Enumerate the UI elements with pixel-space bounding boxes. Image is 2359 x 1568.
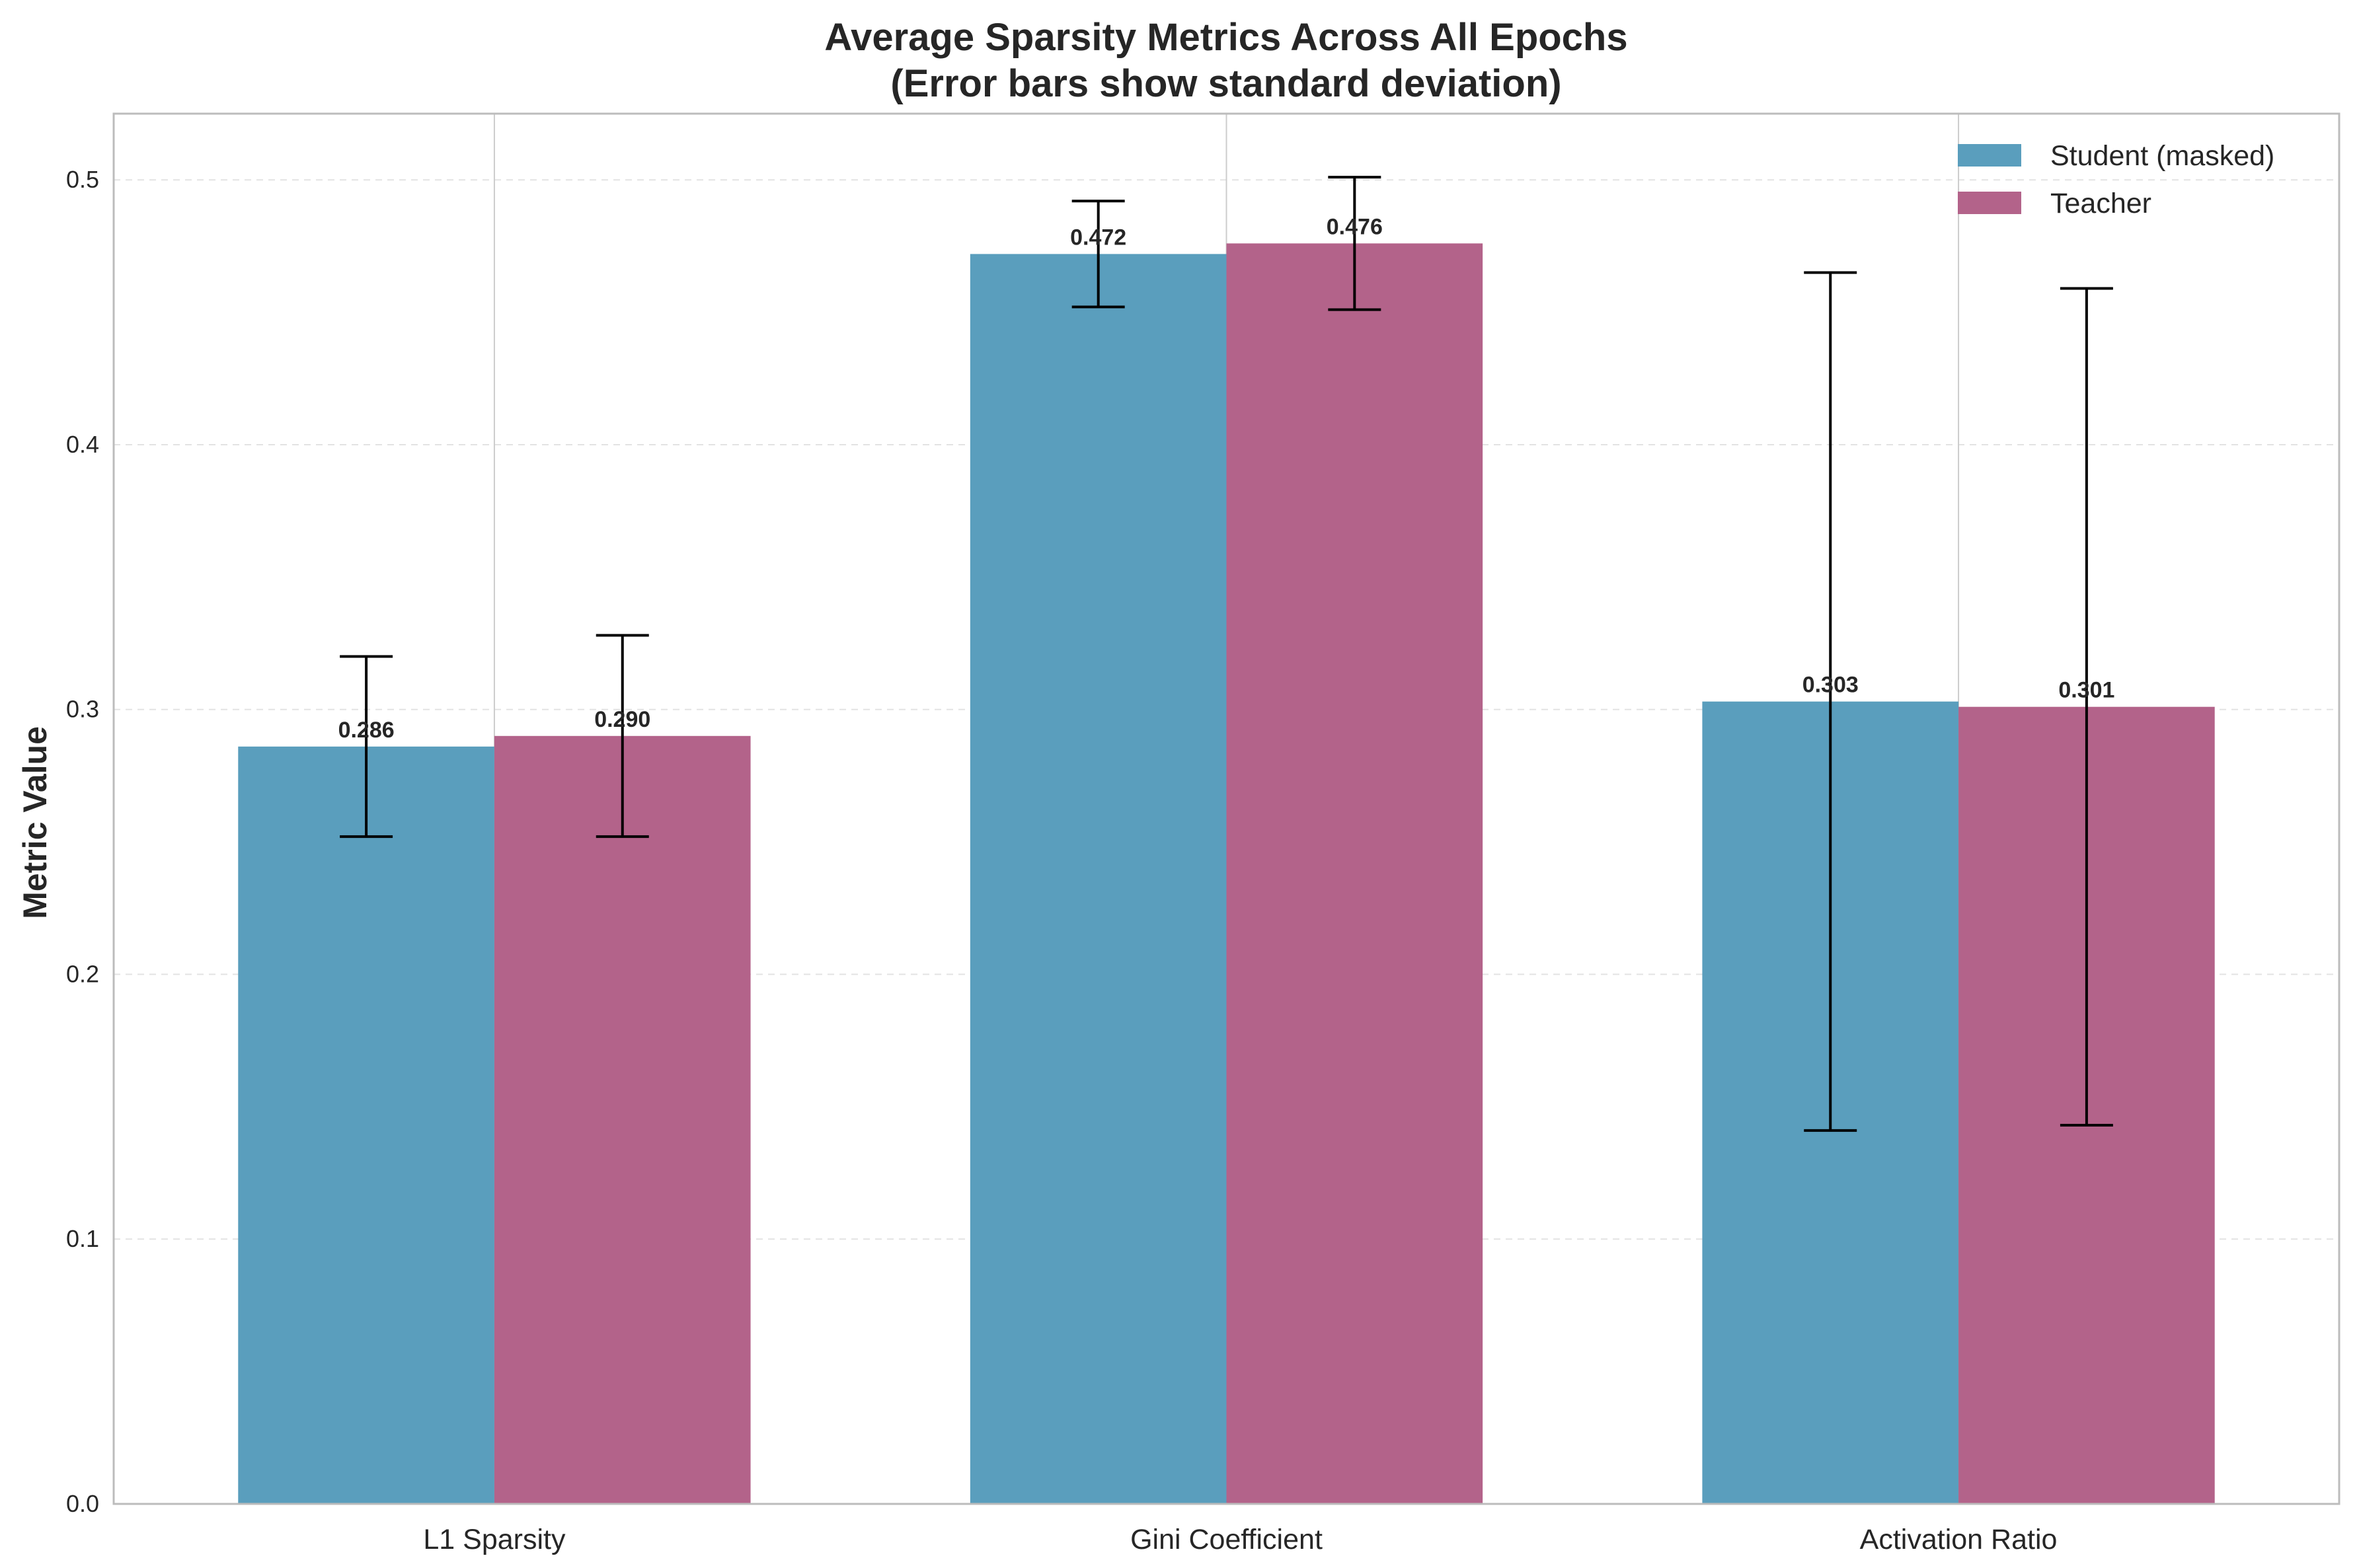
x-tick-label: Gini Coefficient bbox=[1130, 1524, 1323, 1555]
chart-title-line-1: Average Sparsity Metrics Across All Epoc… bbox=[824, 16, 1627, 59]
data-label: 0.286 bbox=[338, 718, 395, 743]
chart-title-line-2: (Error bars show standard deviation) bbox=[890, 62, 1561, 105]
bar-student bbox=[970, 254, 1227, 1504]
data-label: 0.476 bbox=[1327, 214, 1383, 239]
data-label: 0.301 bbox=[2058, 678, 2114, 703]
data-label: 0.303 bbox=[1802, 673, 1859, 698]
legend-label: Teacher bbox=[2050, 188, 2151, 219]
legend-label: Student (masked) bbox=[2050, 140, 2274, 172]
bar-teacher bbox=[494, 735, 751, 1504]
data-label: 0.290 bbox=[594, 707, 650, 732]
y-axis-label: Metric Value bbox=[17, 726, 54, 919]
y-tick-label: 0.5 bbox=[66, 166, 99, 193]
plot-frame bbox=[112, 112, 2340, 1505]
y-tick-label: 0.4 bbox=[66, 431, 99, 458]
plot-area: 0.0 0.1 0.2 0.3 0.4 0.5 0.286 0.472 0.303 0.290 0.… bbox=[66, 112, 2340, 1555]
bar-student bbox=[238, 746, 494, 1504]
legend-swatch bbox=[1958, 192, 2021, 214]
bar-teacher bbox=[1226, 243, 1483, 1505]
x-tick-label: Activation Ratio bbox=[1860, 1524, 2058, 1555]
y-tick-label: 0.1 bbox=[66, 1225, 99, 1252]
y-tick-label: 0.0 bbox=[66, 1490, 99, 1517]
x-tick-label: L1 Sparsity bbox=[423, 1524, 566, 1555]
data-label: 0.472 bbox=[1070, 225, 1126, 250]
y-tick-label: 0.3 bbox=[66, 696, 99, 723]
y-tick-label: 0.2 bbox=[66, 960, 99, 987]
legend-swatch bbox=[1958, 144, 2021, 167]
